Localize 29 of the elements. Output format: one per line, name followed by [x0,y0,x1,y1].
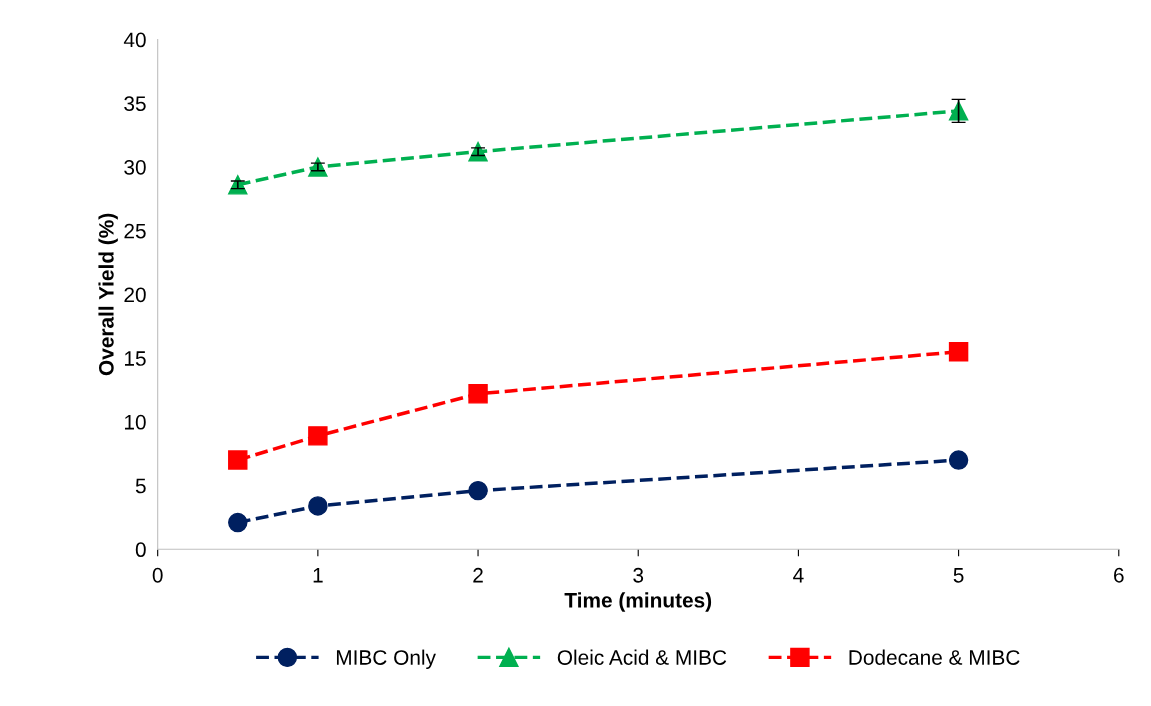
y-tick-label: 0 [135,542,146,558]
x-tick-label: 1 [313,568,323,583]
y-tick-label: 15 [124,351,146,366]
x-tick-label: 0 [152,567,163,583]
x-axis-title: Time (minutes) [564,592,712,612]
y-tick-label: 25 [124,223,146,239]
point [308,496,328,516]
point [308,426,328,446]
x-tick-label: 6 [1114,567,1124,583]
x-tick-label: 3 [633,567,644,583]
legend-label: Dodecane & MIBC [849,649,1020,665]
y-tick-label: 40 [123,32,146,48]
y-tick-label: 35 [124,96,146,112]
legend-label: MIBC Only [336,649,436,669]
point [228,450,248,470]
point [948,450,969,470]
x-tick-label: 5 [953,568,964,583]
x-tick-label: 4 [793,568,804,583]
y-tick-label: 20 [124,287,146,303]
y-tick-label: 10 [124,414,146,430]
y-axis-title: Overall Yield (%) [98,213,118,376]
legend-label: Oleic Acid & MIBC [557,649,727,665]
x-tick-label: 2 [473,567,483,583]
point [468,480,488,501]
point [468,384,488,404]
y-tick-label: 30 [124,159,146,175]
y-tick-label: 5 [135,478,146,494]
point [228,512,248,533]
point [948,342,969,362]
